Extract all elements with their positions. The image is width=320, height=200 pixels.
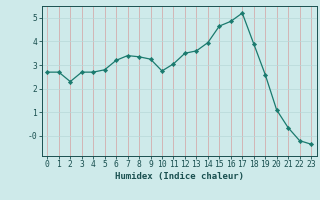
X-axis label: Humidex (Indice chaleur): Humidex (Indice chaleur) (115, 172, 244, 181)
